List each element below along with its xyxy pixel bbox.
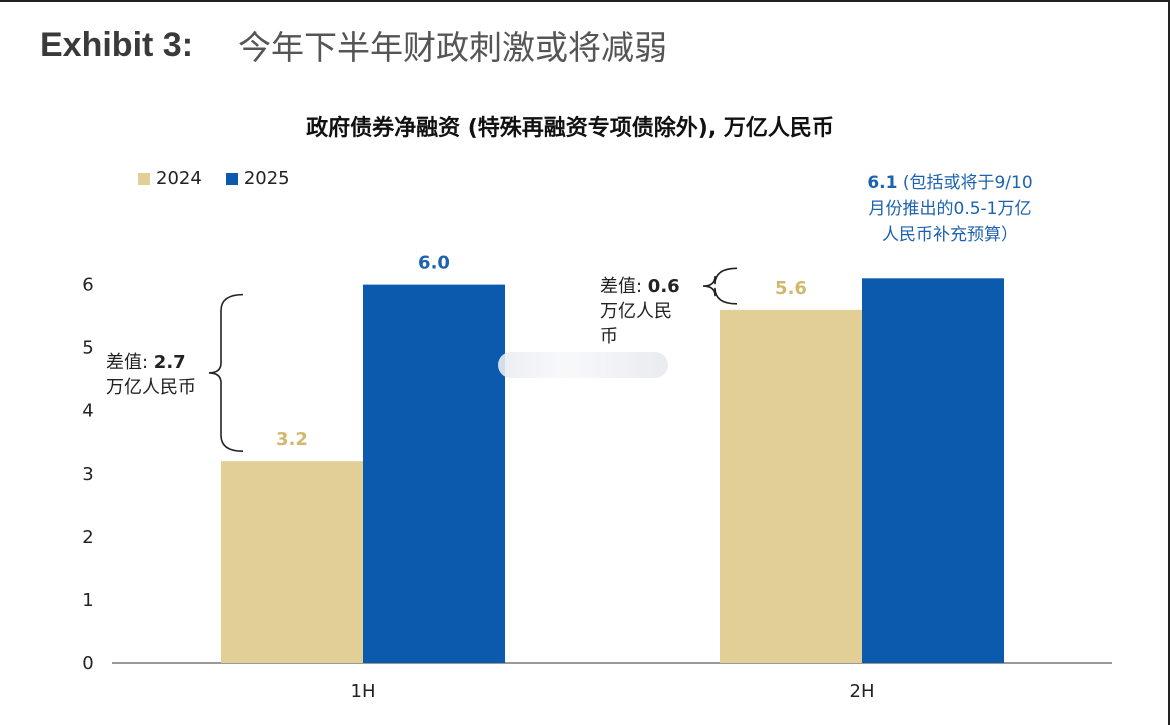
annotation-2h-2025-line3: 人民币补充预算） <box>882 225 1018 245</box>
chart-title: 政府债券净融资 (特殊再融资专项债除外), 万亿人民币 <box>306 116 834 141</box>
y-tick-label-5: 5 <box>82 338 93 359</box>
blurred-overlay <box>498 352 668 378</box>
legend-item-2024: 2024 <box>138 168 202 189</box>
bar-2H-2024 <box>720 309 862 663</box>
bar-2H-2025 <box>862 278 1004 663</box>
y-tick-label-3: 3 <box>82 464 93 485</box>
y-tick-label-6: 6 <box>82 275 93 296</box>
legend-swatch-2024 <box>138 172 150 185</box>
data-label-1H-2025: 6.0 <box>418 253 450 274</box>
annotation-diff-2h-prefix: 差值: <box>600 276 648 297</box>
annotation-diff-2h-value: 0.6 <box>647 276 680 297</box>
bar-1H-2024 <box>221 461 363 663</box>
data-label-1H-2024: 3.2 <box>276 429 308 450</box>
y-tick-label-1: 1 <box>82 590 93 611</box>
annotation-diff-1h-unit: 万亿人民币 <box>106 377 196 398</box>
annotation-diff-1h: 差值: 2.7 万亿人民币 <box>106 350 206 400</box>
exhibit-label: Exhibit 3: <box>40 25 194 64</box>
legend: 2024 2025 <box>138 168 314 189</box>
legend-item-2025: 2025 <box>225 168 290 189</box>
exhibit-title: 今年下半年财政刺激或将减弱 <box>238 28 668 67</box>
annotation-2h-2025-line1: (包括或将于9/10 <box>897 173 1033 193</box>
y-tick-label-2: 2 <box>82 527 93 548</box>
annotation-diff-1h-prefix: 差值: <box>106 352 154 373</box>
annotation-2h-2025-line2: 月份推出的0.5-1万亿 <box>868 199 1032 219</box>
annotation-diff-1h-value: 2.7 <box>153 352 186 373</box>
brace-2h-difference <box>702 267 738 305</box>
y-tick-label-4: 4 <box>82 401 93 422</box>
brace-1h-difference <box>208 293 244 452</box>
annotation-2h-2025-value: 6.1 <box>867 173 898 193</box>
legend-label-2025: 2025 <box>243 168 290 189</box>
data-label-2H-2024: 5.6 <box>775 278 807 299</box>
legend-swatch-2025 <box>225 172 238 185</box>
frame-top-border <box>0 0 1170 2</box>
exhibit-header: Exhibit 3: 今年下半年财政刺激或将减弱 <box>40 22 667 68</box>
y-tick-label-0: 0 <box>82 653 93 674</box>
bar-1H-2025 <box>363 284 505 663</box>
x-tick-label-1H: 1H <box>351 681 376 702</box>
legend-label-2024: 2024 <box>156 168 202 189</box>
frame-right-border <box>1168 0 1170 725</box>
annotation-diff-2h-unit: 万亿人民币 <box>600 301 672 347</box>
annotation-2h-2025-note: 6.1 (包括或将于9/10 月份推出的0.5-1万亿 人民币补充预算） <box>830 170 1070 248</box>
annotation-diff-2h: 差值: 0.6 万亿人民币 <box>600 274 680 349</box>
x-tick-label-2H: 2H <box>850 681 875 702</box>
